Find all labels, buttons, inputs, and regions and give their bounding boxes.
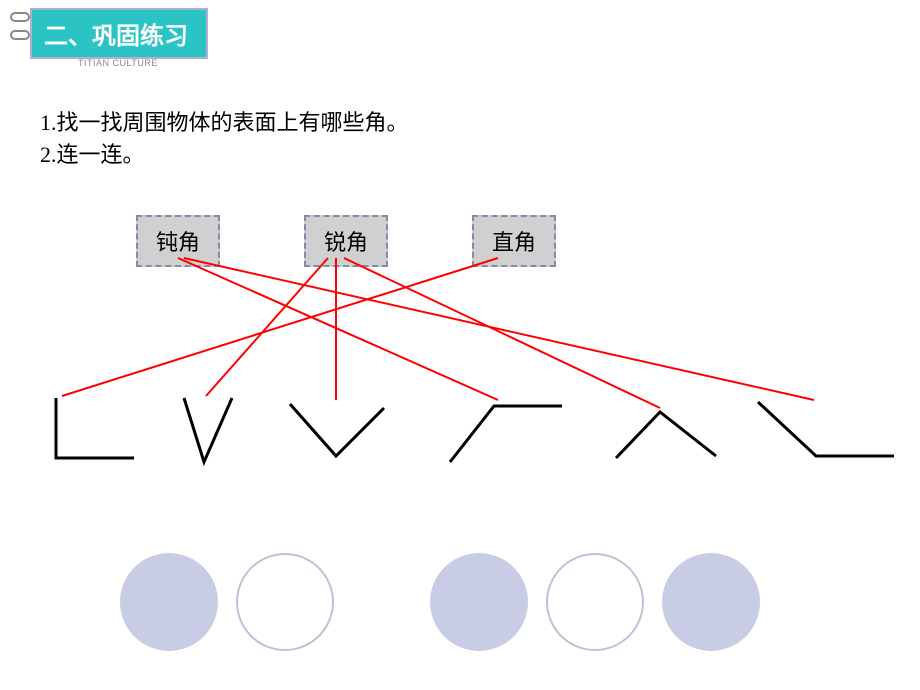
obtuse-angle-1 <box>450 406 562 462</box>
decorative-circles-row <box>120 553 760 651</box>
acute-angle-2 <box>290 404 384 456</box>
connection-line <box>178 258 498 400</box>
decorative-circle-filled <box>662 553 760 651</box>
brand-subtitle: TITIAN CULTURE <box>78 58 158 68</box>
acute-angle-3 <box>616 412 716 458</box>
acute-angle-1 <box>184 398 232 462</box>
category-right-label: 直角 <box>492 230 536 255</box>
category-obtuse: 钝角 <box>136 215 220 267</box>
question-1-text: 1.找一找周围物体的表面上有哪些角。 <box>40 108 409 139</box>
category-obtuse-label: 钝角 <box>156 230 200 255</box>
spiral-binding-decoration <box>10 12 30 40</box>
decorative-circle-hollow <box>236 553 334 651</box>
obtuse-angle-2 <box>758 402 894 456</box>
section-header: 二、巩固练习 <box>30 8 208 59</box>
connection-line <box>344 258 660 408</box>
right-angle-1 <box>56 398 134 458</box>
question-2-text: 2.连一连。 <box>40 140 145 171</box>
section-title: 二、巩固练习 <box>44 16 188 51</box>
decorative-circle-filled <box>430 553 528 651</box>
connection-lines <box>62 258 814 408</box>
angle-shapes <box>56 398 894 462</box>
connection-line <box>206 258 328 396</box>
category-right: 直角 <box>472 215 556 267</box>
category-acute: 锐角 <box>304 215 388 267</box>
decorative-circle-hollow <box>546 553 644 651</box>
category-acute-label: 锐角 <box>324 230 368 255</box>
connection-line <box>184 258 814 400</box>
decorative-circle-filled <box>120 553 218 651</box>
connection-line <box>62 258 498 396</box>
